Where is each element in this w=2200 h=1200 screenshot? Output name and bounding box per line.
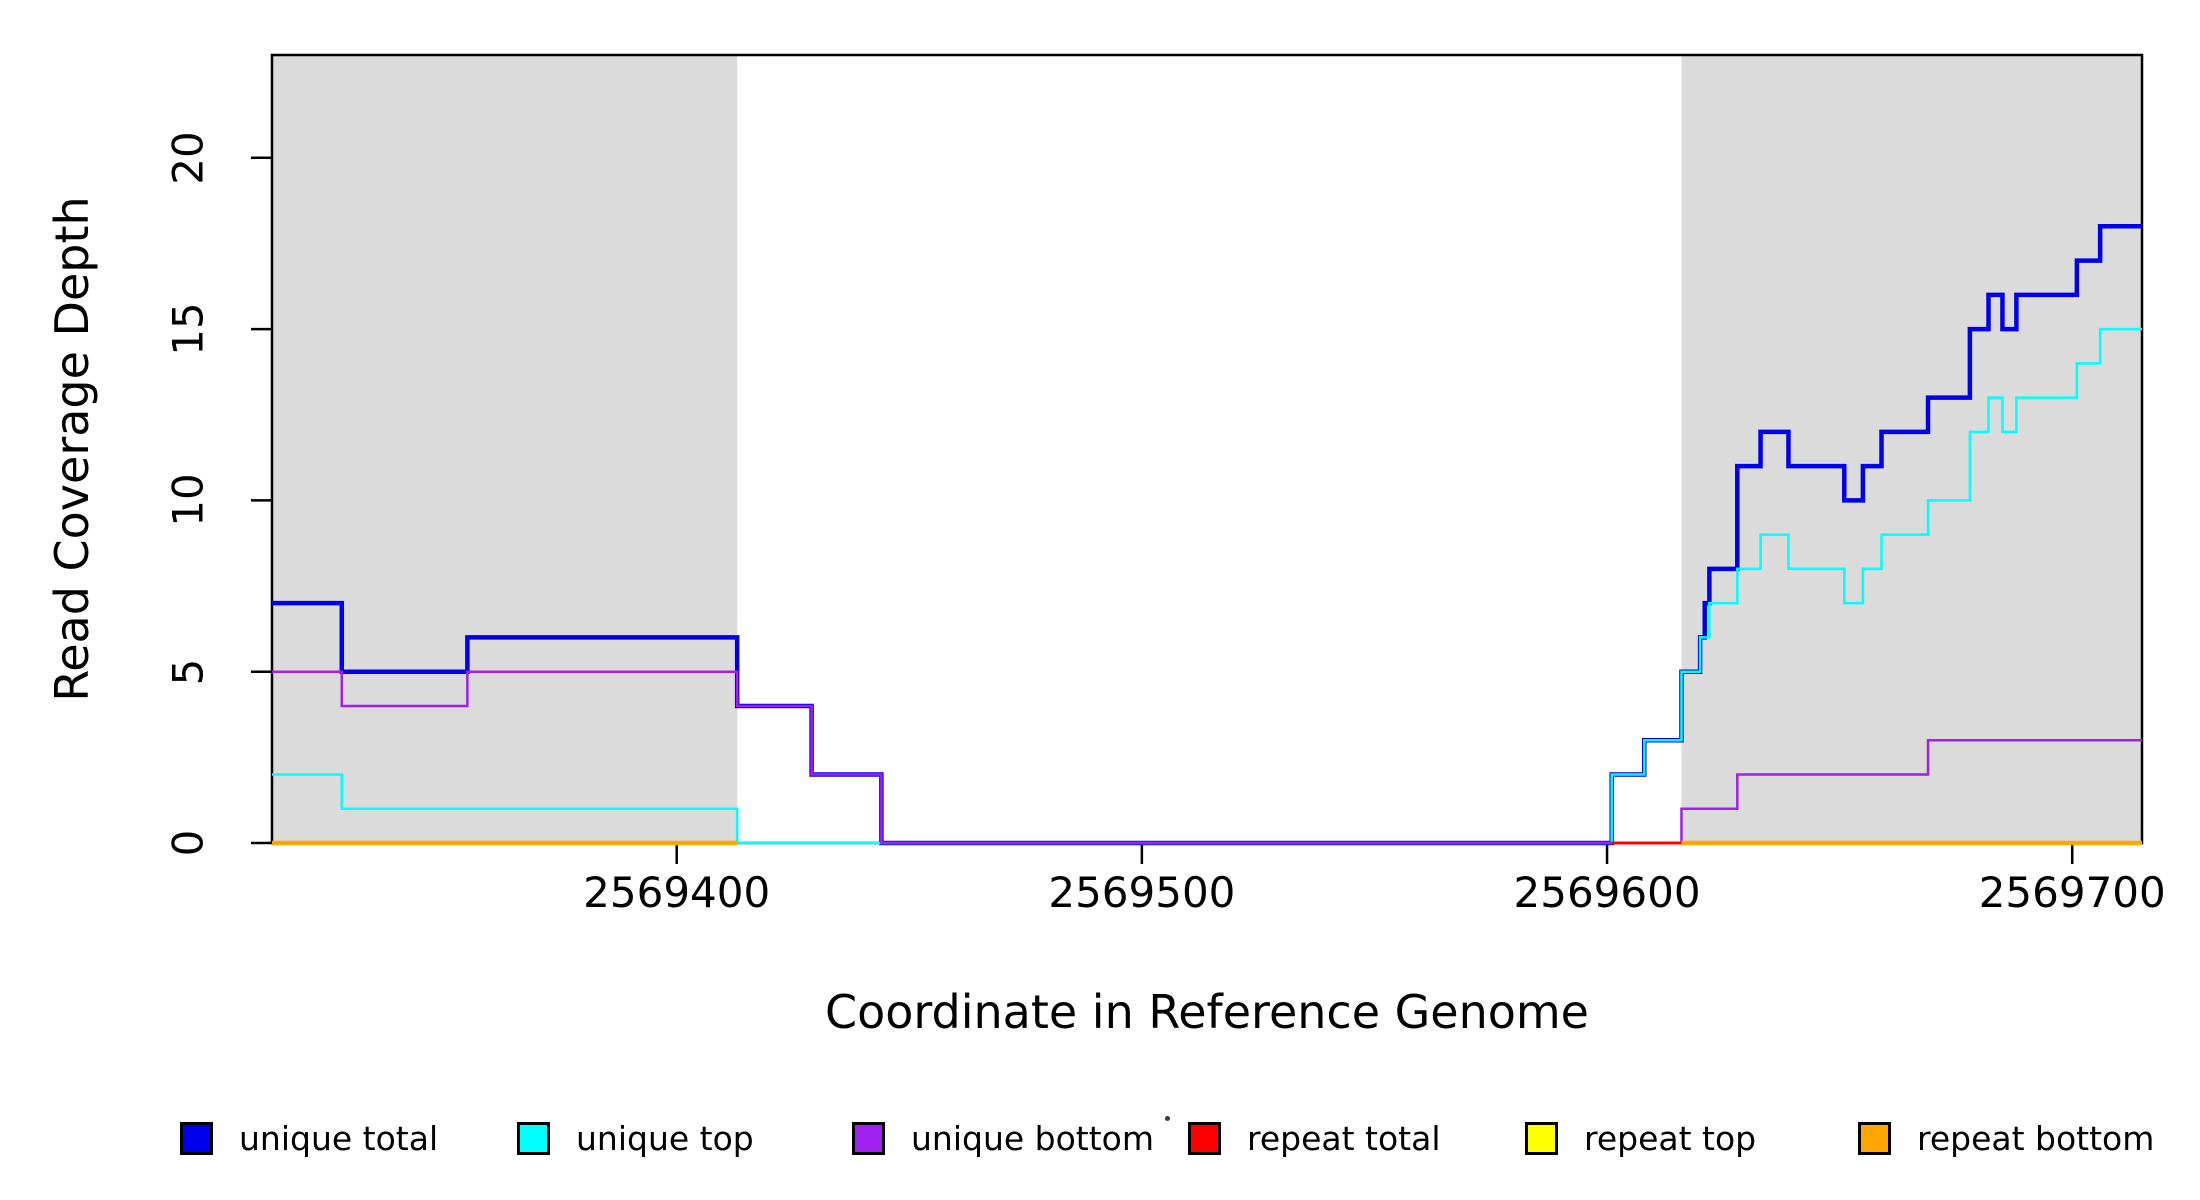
legend-item-unique-total: unique total [180, 1108, 438, 1168]
repeat-region-right [1681, 55, 2142, 843]
legend-swatch-icon [1188, 1121, 1221, 1155]
legend-swatch-icon [1525, 1121, 1558, 1155]
y-tick-label: 5 [163, 658, 213, 686]
y-tick-label: 15 [163, 302, 213, 356]
y-tick-label: 20 [163, 131, 213, 185]
legend-swatch-icon [180, 1121, 213, 1155]
legend-item-unique-bottom: unique bottom [852, 1108, 1154, 1168]
legend-item-repeat-bottom: repeat bottom [1858, 1108, 2154, 1168]
y-tick-label: 10 [163, 473, 213, 528]
x-tick-label: 2569700 [1978, 868, 2166, 917]
legend-item-unique-top: unique top [517, 1108, 754, 1168]
legend-item-repeat-top: repeat top [1525, 1108, 1756, 1168]
legend-label: unique top [576, 1118, 754, 1158]
legend-stray-dot [1165, 1116, 1170, 1121]
series-line-unique-bottom [272, 670, 2142, 845]
legend-label: repeat total [1247, 1118, 1441, 1158]
legend-label: repeat top [1584, 1118, 1757, 1158]
x-axis-title: Coordinate in Reference Genome [825, 985, 1589, 1039]
x-tick-label: 2569600 [1513, 868, 1701, 917]
x-tick-label: 2569500 [1048, 868, 1236, 917]
legend-item-repeat-total: repeat total [1188, 1108, 1441, 1168]
legend-swatch-icon [1858, 1121, 1891, 1155]
legend-label: repeat bottom [1917, 1118, 2155, 1158]
y-tick-label: 0 [163, 829, 213, 857]
legend-label: unique total [239, 1118, 439, 1158]
legend: unique total unique top unique bottom repea… [0, 1108, 2200, 1168]
legend-label: unique bottom [911, 1118, 1155, 1158]
y-axis-title: Read Coverage Depth [45, 196, 99, 702]
series-line-unique-top [272, 327, 2142, 845]
legend-swatch-icon [517, 1121, 550, 1155]
legend-swatch-icon [852, 1121, 885, 1155]
x-tick-label: 2569400 [583, 868, 771, 917]
repeat-region-left [272, 55, 738, 843]
